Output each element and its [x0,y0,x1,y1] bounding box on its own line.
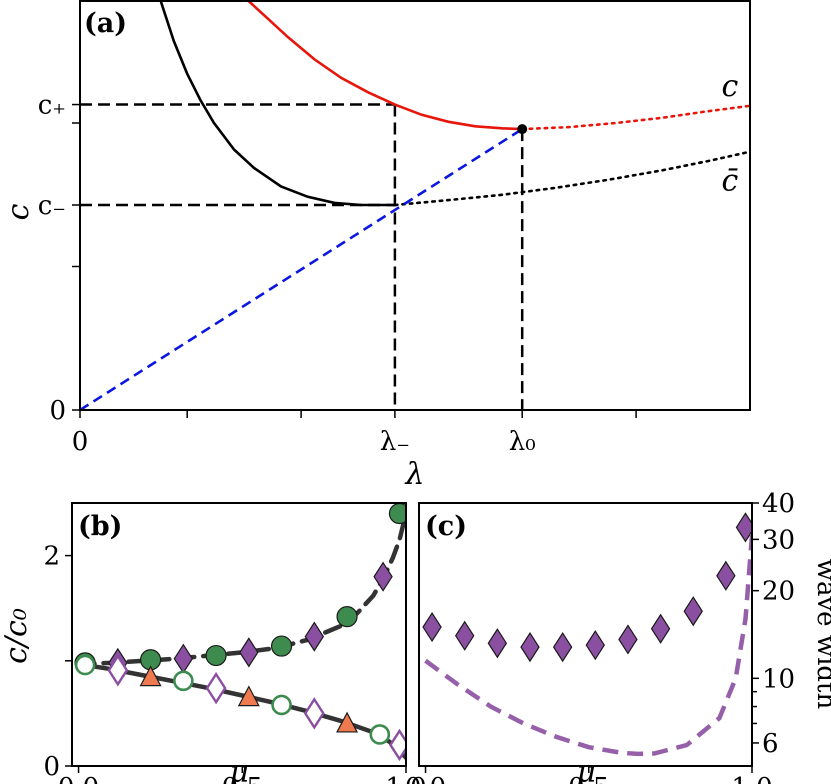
y-tick-label-b: 0 [43,752,60,782]
y-tick-label-c: 6 [762,729,779,759]
x-tick-label-b: 1.0 [385,773,426,784]
point-filled-diamond [683,596,703,627]
x-tick-label-b: 0.0 [58,773,99,784]
y-tick-label-c: 30 [762,525,795,555]
x-axis-title-c: μ [576,755,596,784]
point-filled-triangle [139,665,162,687]
y-tick-label-b: 2 [43,542,60,572]
x-tick-label-b: 0.5 [222,773,263,784]
y-tick-label: c₋ [38,191,66,221]
x-tick-label: λ₋ [380,427,410,457]
x-tick-label: λ₀ [509,427,536,457]
panel-a: 0 λ₋ λ₀ 0 c₋ c₊ λ c (a) c c̄ [1,0,751,492]
tangent-point-marker [517,124,528,135]
point-filled-diamond [304,621,325,652]
y-tick-label: c₊ [38,91,66,121]
point-filled-triangle [336,711,359,733]
x-tick-label-c: 0.0 [405,773,446,784]
x-tick-label: 0 [72,427,89,457]
x-tick-label-c: 0.5 [568,773,609,784]
point-open-diamond [205,671,227,705]
y-tick-label-c: 40 [762,489,795,519]
fit-line-width-fit [424,535,752,757]
series-blue-dashed [80,128,523,410]
plot-area-a [80,0,750,410]
point-open-circle [271,694,292,716]
panel-label-b: (b) [78,511,122,542]
y-axis-title: c [1,203,36,220]
curve-label: c [721,69,738,104]
point-filled-diamond [585,630,606,661]
point-filled-diamond [173,643,194,674]
panel-c: 0.0 0.5 1.0 6 10 20 30 40 μ wave width (c) [405,489,831,784]
point-filled-diamond [552,632,573,663]
y-axis-title-b: c/c₀ [0,608,34,664]
point-filled-circle [336,606,358,628]
point-open-diamond [107,654,129,687]
point-open-diamond [303,697,325,730]
plot-area-c [422,512,752,757]
point-filled-circle [205,644,227,667]
point-open-circle [74,654,96,676]
axes-frame-c [418,502,753,767]
panel-b: 0.0 0.5 1.0 0 2 μ c/c₀ (b) [0,502,427,784]
y-tick-label: 0 [49,396,66,426]
y-tick-label-c: 20 [762,577,795,607]
point-filled-diamond [454,620,475,651]
point-filled-triangle [237,685,260,707]
point-filled-diamond [239,637,259,668]
x-tick-label-c: 1.0 [731,773,772,784]
y-tick-label-c: 10 [762,664,795,694]
fit-line-lower-fit [76,661,406,760]
x-axis-title-b: μ [229,755,249,784]
plot-area-b [74,503,406,762]
point-filled-diamond [716,560,736,591]
point-open-circle [173,670,194,692]
point-filled-diamond [422,611,442,643]
curve-label: c̄ [721,163,738,198]
series-red-dotted [520,104,750,131]
point-open-circle [369,724,391,745]
fit-line-upper-fit [76,511,406,667]
point-filled-diamond [487,628,508,659]
series-red-solid [246,0,523,131]
point-filled-diamond [618,624,638,655]
x-axis-title: λ [404,457,424,492]
panel-label-c: (c) [425,511,467,542]
point-filled-diamond [373,561,393,592]
panel-label-a: (a) [84,8,127,39]
point-filled-diamond [650,613,671,644]
point-filled-circle [270,635,293,657]
point-filled-diamond [520,632,540,663]
y-axis-title-c: wave width [811,559,831,710]
series-black-solid [159,0,395,207]
axes-frame-b [71,502,407,767]
series-black-dotted [393,150,750,207]
